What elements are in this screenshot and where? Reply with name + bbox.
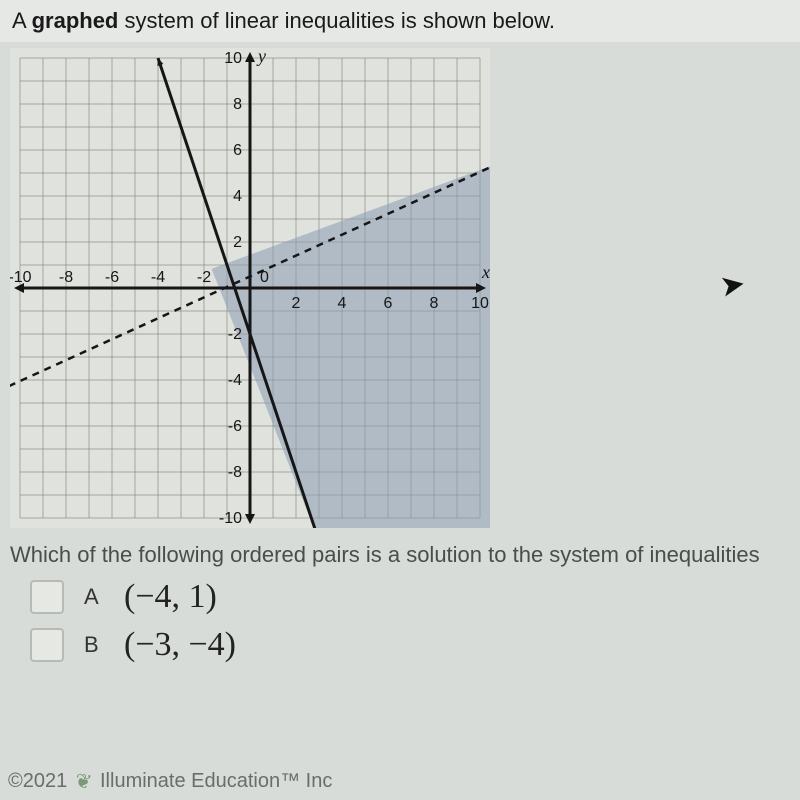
svg-text:6: 6 xyxy=(384,295,393,312)
svg-text:-4: -4 xyxy=(151,269,165,286)
checkbox-b[interactable] xyxy=(30,628,64,662)
svg-text:0: 0 xyxy=(260,269,269,286)
inequality-graph: -10 -8 -6 -4 -2 2 4 6 8 10 0 2 4 6 8 10 -2 -4 -6 -8 -10 x y xyxy=(10,48,490,528)
option-a-pair: (−4, 1) xyxy=(124,578,217,616)
option-b-row[interactable]: B (−3, −4) xyxy=(30,626,800,664)
checkbox-a[interactable] xyxy=(30,580,64,614)
svg-text:10: 10 xyxy=(224,50,242,67)
svg-text:2: 2 xyxy=(292,295,301,312)
copyright-text: ©2021 xyxy=(8,770,67,793)
header-prefix: A xyxy=(12,8,32,33)
svg-text:-8: -8 xyxy=(228,464,242,481)
header-bold: graphed xyxy=(32,8,119,33)
svg-text:-6: -6 xyxy=(228,418,242,435)
option-a-row[interactable]: A (−4, 1) xyxy=(30,578,800,616)
svg-text:y: y xyxy=(256,48,266,66)
option-a-letter: A xyxy=(84,584,124,610)
svg-text:-8: -8 xyxy=(59,269,73,286)
svg-text:-2: -2 xyxy=(197,269,211,286)
svg-text:-10: -10 xyxy=(219,510,242,527)
question-text: Which of the following ordered pairs is … xyxy=(10,542,800,568)
company-text: Illuminate Education™ Inc xyxy=(100,770,332,793)
mouse-cursor-icon: ➤ xyxy=(717,266,748,305)
svg-text:4: 4 xyxy=(233,188,242,205)
svg-text:2: 2 xyxy=(233,234,242,251)
svg-text:8: 8 xyxy=(233,96,242,113)
svg-text:4: 4 xyxy=(338,295,347,312)
footer: ©2021 ❦ Illuminate Education™ Inc xyxy=(8,769,332,794)
option-b-pair: (−3, −4) xyxy=(124,626,236,664)
option-b-letter: B xyxy=(84,632,124,658)
svg-text:-10: -10 xyxy=(10,269,32,286)
svg-text:-4: -4 xyxy=(228,372,242,389)
svg-text:-2: -2 xyxy=(228,326,242,343)
prompt-header: A graphed system of linear inequalities … xyxy=(0,0,800,42)
svg-text:x: x xyxy=(481,262,490,282)
svg-text:8: 8 xyxy=(430,295,439,312)
svg-text:6: 6 xyxy=(233,142,242,159)
header-rest: system of linear inequalities is shown b… xyxy=(118,8,555,33)
leaf-icon: ❦ xyxy=(73,768,94,796)
svg-text:-6: -6 xyxy=(105,269,119,286)
svg-text:10: 10 xyxy=(471,295,489,312)
